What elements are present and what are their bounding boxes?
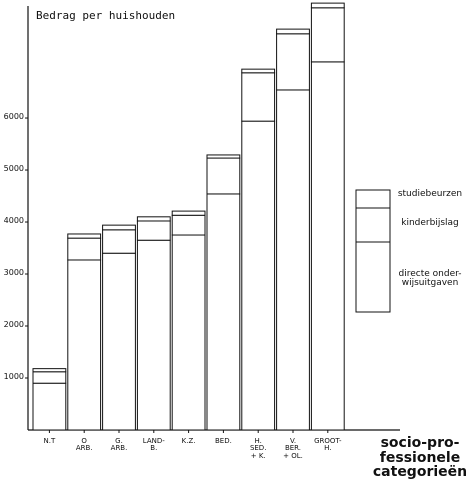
x-tick-label: GROOT- H. (314, 437, 342, 453)
bar-segment (102, 224, 136, 231)
bar-segment (136, 220, 171, 241)
y-tick-label: 5000 (3, 164, 24, 174)
y-tick-label: 6000 (3, 112, 24, 122)
bar-segment (102, 229, 136, 254)
bar-segment (241, 120, 276, 431)
y-tick-label: 3000 (3, 268, 24, 277)
bar-segment (206, 193, 241, 431)
x-tick-label: G. ARB. (110, 437, 128, 453)
x-tick-label: LAND- B. (142, 437, 165, 453)
x-tick-label: V. BER. + OL. (283, 437, 303, 460)
bar-segment (276, 89, 310, 431)
y-tick-label: 2000 (3, 320, 24, 329)
bar-segment (241, 72, 276, 122)
legend-swatch (355, 189, 391, 209)
legend-swatch (355, 207, 391, 243)
y-tick-label: 1000 (3, 372, 24, 381)
bar-segment (206, 154, 241, 159)
bar-segment (310, 7, 345, 63)
y-tick-label: 4000 (3, 216, 24, 226)
x-tick-label: O ARB. (75, 437, 93, 453)
bar-segment (171, 234, 206, 431)
x-tick-label: K.Z. (181, 437, 196, 445)
bar-segment (67, 233, 102, 239)
bar-segment (136, 239, 171, 431)
bar-segment (171, 214, 206, 236)
bar-segment (276, 33, 310, 91)
bar-segment (32, 382, 67, 431)
legend-label: studiebeurzen (397, 189, 463, 199)
bar-segment (206, 157, 241, 195)
x-axis-label: socio-pro- fessionele categorieën (372, 435, 468, 481)
legend-label: kinderbijslag (401, 218, 459, 228)
legend-label: directe onder- wijsuitgaven (398, 269, 462, 289)
bar-segment (102, 252, 136, 431)
bar-segment (136, 216, 171, 222)
bar-segment (67, 237, 102, 261)
bar-segment (310, 2, 345, 9)
bar-segment (32, 368, 67, 373)
x-tick-label: N.T (43, 437, 56, 445)
chart-title: Bedrag per huishouden (36, 9, 176, 22)
legend-swatch (355, 241, 391, 313)
bar-segment (276, 28, 310, 35)
bar-segment (171, 210, 206, 216)
bar-segment (310, 61, 345, 431)
x-tick-label: H. SED. + K. (249, 437, 267, 460)
bar-segment (32, 371, 67, 384)
x-tick-label: BED. (214, 437, 232, 445)
bar-segment (67, 259, 102, 431)
bar-segment (241, 68, 276, 74)
